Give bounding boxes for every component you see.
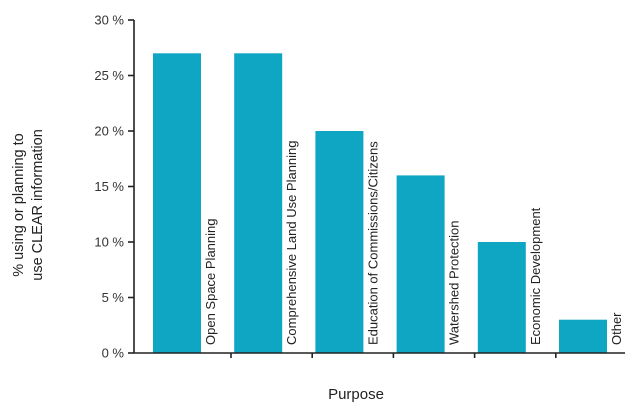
bar xyxy=(315,131,364,353)
y-tick-label: 25 % xyxy=(94,68,124,83)
bars xyxy=(153,53,607,358)
y-tick-label: 15 % xyxy=(94,179,124,194)
y-axis-ticks: 0 % 5 % 10 % 15 % 20 % 25 % 30 % xyxy=(94,13,134,361)
bar xyxy=(477,242,526,353)
y-tick-label: 0 % xyxy=(102,346,125,361)
bar-category-label: Education of Commissions/Citizens xyxy=(365,141,380,345)
bar-category-label: Economic Development xyxy=(528,207,543,345)
y-axis-label-line-1: % using or planning to xyxy=(11,133,27,277)
bar-category-label: Watershed Protection xyxy=(447,220,462,345)
y-axis-label-line-2: use CLEAR information xyxy=(30,129,46,281)
y-tick-label: 30 % xyxy=(94,13,124,28)
y-tick-label: 10 % xyxy=(94,235,124,250)
bar xyxy=(559,319,607,353)
bar xyxy=(234,53,283,354)
x-axis-label: Purpose xyxy=(328,386,384,403)
y-tick-label: 5 % xyxy=(102,290,125,305)
bar-labels: Open Space Planning Comprehensive Land Us… xyxy=(203,140,624,345)
y-tick-label: 20 % xyxy=(94,124,124,139)
bar-category-label: Other xyxy=(609,312,624,345)
bar-category-label: Comprehensive Land Use Planning xyxy=(284,140,299,345)
bar xyxy=(153,53,201,354)
bar-category-label: Open Space Planning xyxy=(203,219,218,345)
bar xyxy=(396,175,445,353)
